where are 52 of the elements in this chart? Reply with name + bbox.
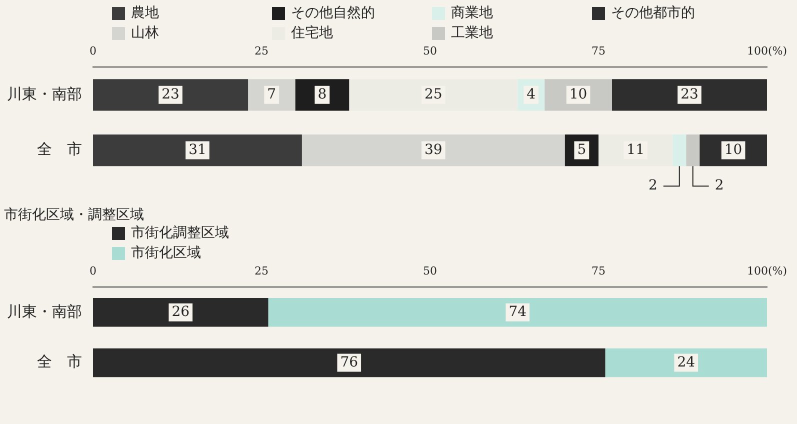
bar — [672, 134, 686, 166]
legend-label: 住宅地 — [291, 24, 333, 42]
data-label: 4 — [526, 86, 536, 103]
x-tick-label: 100(%) — [746, 44, 788, 58]
data-label: 31 — [188, 142, 206, 158]
bar — [93, 79, 248, 111]
chart-title: 市街化区域・調整区域 — [3, 206, 145, 224]
legend-label: 農地 — [131, 4, 159, 22]
x-tick-label: 0 — [90, 44, 96, 58]
data-label: 23 — [162, 86, 180, 103]
bar — [612, 79, 767, 111]
bar — [93, 134, 302, 166]
y-tick-label: 川東・南部 — [7, 84, 82, 103]
bar — [268, 298, 767, 327]
legend-label: その他自然的 — [291, 4, 375, 22]
legend-label: 山林 — [131, 24, 159, 42]
legend-label: 市街化調整区域 — [131, 224, 229, 242]
x-tick-label: 75 — [592, 44, 606, 58]
data-label: 2 — [714, 178, 724, 194]
data-label: 76 — [340, 354, 358, 370]
x-tick-label: 100(%) — [746, 264, 788, 278]
x-tick-label: 50 — [423, 264, 437, 278]
data-label: 2 — [648, 178, 658, 194]
bar — [93, 348, 606, 378]
x-tick-label: 0 — [90, 264, 96, 278]
bar — [302, 134, 565, 166]
data-label: 39 — [424, 142, 442, 158]
data-label: 11 — [626, 142, 644, 158]
x-tick-label: 75 — [592, 264, 606, 278]
bar — [686, 134, 700, 166]
data-label: 5 — [577, 142, 586, 158]
legend-label: その他都市的 — [611, 4, 695, 22]
data-label: 26 — [172, 304, 190, 320]
bar — [605, 348, 767, 378]
x-tick-label: 50 — [423, 44, 437, 58]
x-tick-label: 25 — [254, 44, 268, 58]
data-label: 74 — [508, 304, 527, 320]
legend-label: 市街化区域 — [131, 244, 201, 262]
data-label: 10 — [724, 142, 742, 158]
data-label: 25 — [424, 86, 442, 103]
data-label: 23 — [680, 86, 698, 103]
data-label: 24 — [677, 354, 696, 370]
y-tick-label: 全 市 — [37, 140, 82, 158]
data-label: 8 — [318, 86, 327, 103]
legend-label: 工業地 — [451, 24, 493, 42]
x-tick-label: 25 — [254, 264, 268, 278]
data-label: 7 — [267, 86, 276, 103]
legend-label: 商業地 — [451, 4, 493, 22]
data-label: 10 — [569, 86, 588, 103]
y-tick-label: 全 市 — [37, 352, 82, 371]
bar — [93, 298, 268, 327]
y-tick-label: 川東・南部 — [7, 302, 82, 320]
